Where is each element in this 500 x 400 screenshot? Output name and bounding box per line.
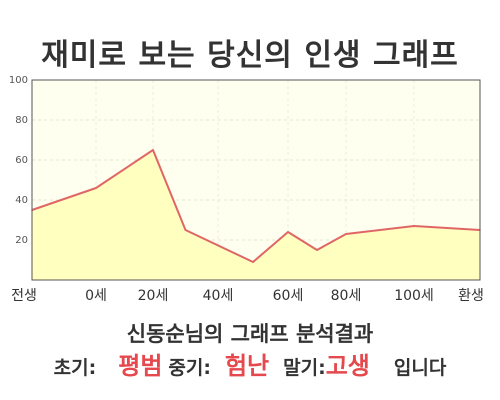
data-point-6 <box>316 249 318 251</box>
data-point-2 <box>152 149 154 151</box>
late-label: 말기: <box>283 357 326 379</box>
middle-label: 중기: <box>168 357 211 379</box>
early-label: 초기: <box>53 357 97 379</box>
analysis-summary: 초기: 평범 중기: 험난 말기:고생 입니다 <box>0 346 500 381</box>
page-title: 재미로 보는 당신의 인생 그래프 <box>41 38 459 73</box>
x-tick-label: 20세 <box>138 288 169 304</box>
y-tick-label: 40 <box>15 195 28 206</box>
x-tick-label: 80세 <box>331 288 362 304</box>
data-point-7 <box>345 233 347 235</box>
late-value: 고생 <box>325 352 370 380</box>
life-graph-chart: 20 40 60 80 100 전생 0세 20세 40세 60세 80세 100세 환생 <box>9 75 484 304</box>
y-tick-label: 80 <box>15 115 28 126</box>
data-point-3 <box>184 229 187 231</box>
x-tick-label: 60세 <box>273 288 304 304</box>
data-point-4 <box>252 261 254 263</box>
y-tick-label: 100 <box>9 75 28 86</box>
x-tick-label: 전생 <box>11 288 37 304</box>
middle-value: 험난 <box>224 352 270 380</box>
life-line <box>31 149 481 263</box>
analysis-subtitle: 신동순님의 그래프 분석결과 <box>126 322 374 346</box>
x-tick-label: 100세 <box>394 288 434 304</box>
x-tick-label: 0세 <box>85 288 107 304</box>
plot-frame <box>31 79 481 281</box>
y-tick-label: 60 <box>15 155 28 166</box>
data-point-8 <box>413 225 415 227</box>
data-point-1 <box>95 187 97 189</box>
x-tick-label: 40세 <box>203 288 234 304</box>
suffix-text: 입니다 <box>393 357 447 379</box>
y-tick-label: 20 <box>15 235 28 246</box>
data-point-5 <box>287 231 289 233</box>
early-value: 평범 <box>118 352 163 380</box>
life-area <box>32 150 480 280</box>
x-tick-label: 환생 <box>458 288 484 304</box>
